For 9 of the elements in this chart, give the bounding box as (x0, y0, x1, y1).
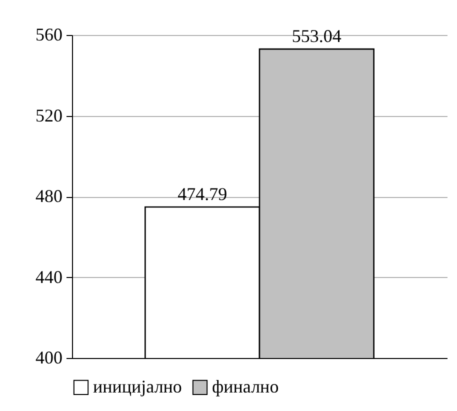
y-tick-label: 440 (36, 266, 62, 287)
y-tick-label: 400 (36, 348, 62, 368)
data-label: 474.79 (178, 184, 228, 204)
data-label: 553.04 (292, 26, 342, 46)
y-tick-label: 560 (36, 24, 62, 44)
legend-label: финално (212, 376, 279, 396)
legend-label: иницијално (93, 376, 182, 396)
y-tick-label: 480 (36, 186, 62, 206)
y-tick-label: 520 (36, 105, 62, 126)
